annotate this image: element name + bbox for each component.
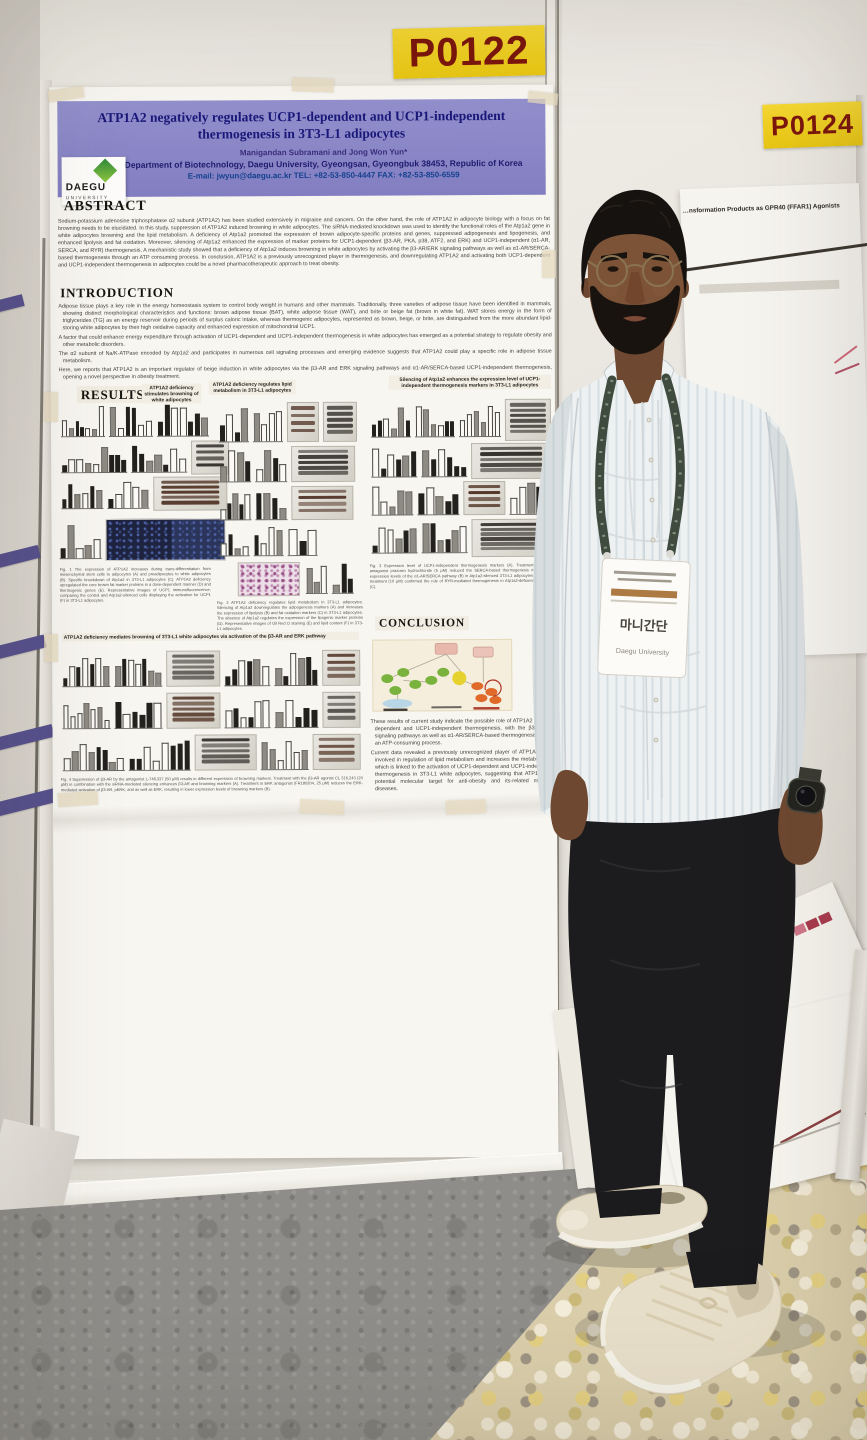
lanyard — [595, 373, 685, 560]
main-poster: ATP1A2 negatively regulates UCP1-depende… — [49, 84, 559, 1160]
sneaker-left-foot — [600, 1256, 782, 1395]
hair — [581, 189, 687, 298]
eye — [651, 266, 663, 272]
tape-piece — [542, 250, 556, 278]
conclusion-pathway-diagram — [372, 638, 513, 712]
eyeglasses — [587, 255, 683, 287]
conference-badge: 마니간단 Daegu University — [597, 557, 691, 679]
person-pants — [568, 802, 796, 1278]
eye — [607, 266, 619, 272]
wristwatch — [786, 766, 826, 814]
pathway-diagram-graphic — [381, 642, 502, 712]
sneaker-right-foot — [556, 1184, 708, 1249]
pant-cuff — [596, 1188, 662, 1218]
tape-piece — [44, 392, 58, 422]
nose — [625, 272, 645, 305]
person-head — [581, 189, 689, 380]
lips — [623, 316, 647, 322]
badge-stripe — [610, 588, 678, 599]
right-hand — [550, 769, 589, 841]
tape-piece — [44, 634, 58, 662]
badge-organization: Daegu University — [616, 648, 670, 657]
pant-cuff — [686, 1248, 760, 1288]
lanyard-clip — [666, 550, 674, 558]
eyebrows — [601, 252, 669, 262]
badge-name: 마니간단 — [619, 617, 667, 634]
